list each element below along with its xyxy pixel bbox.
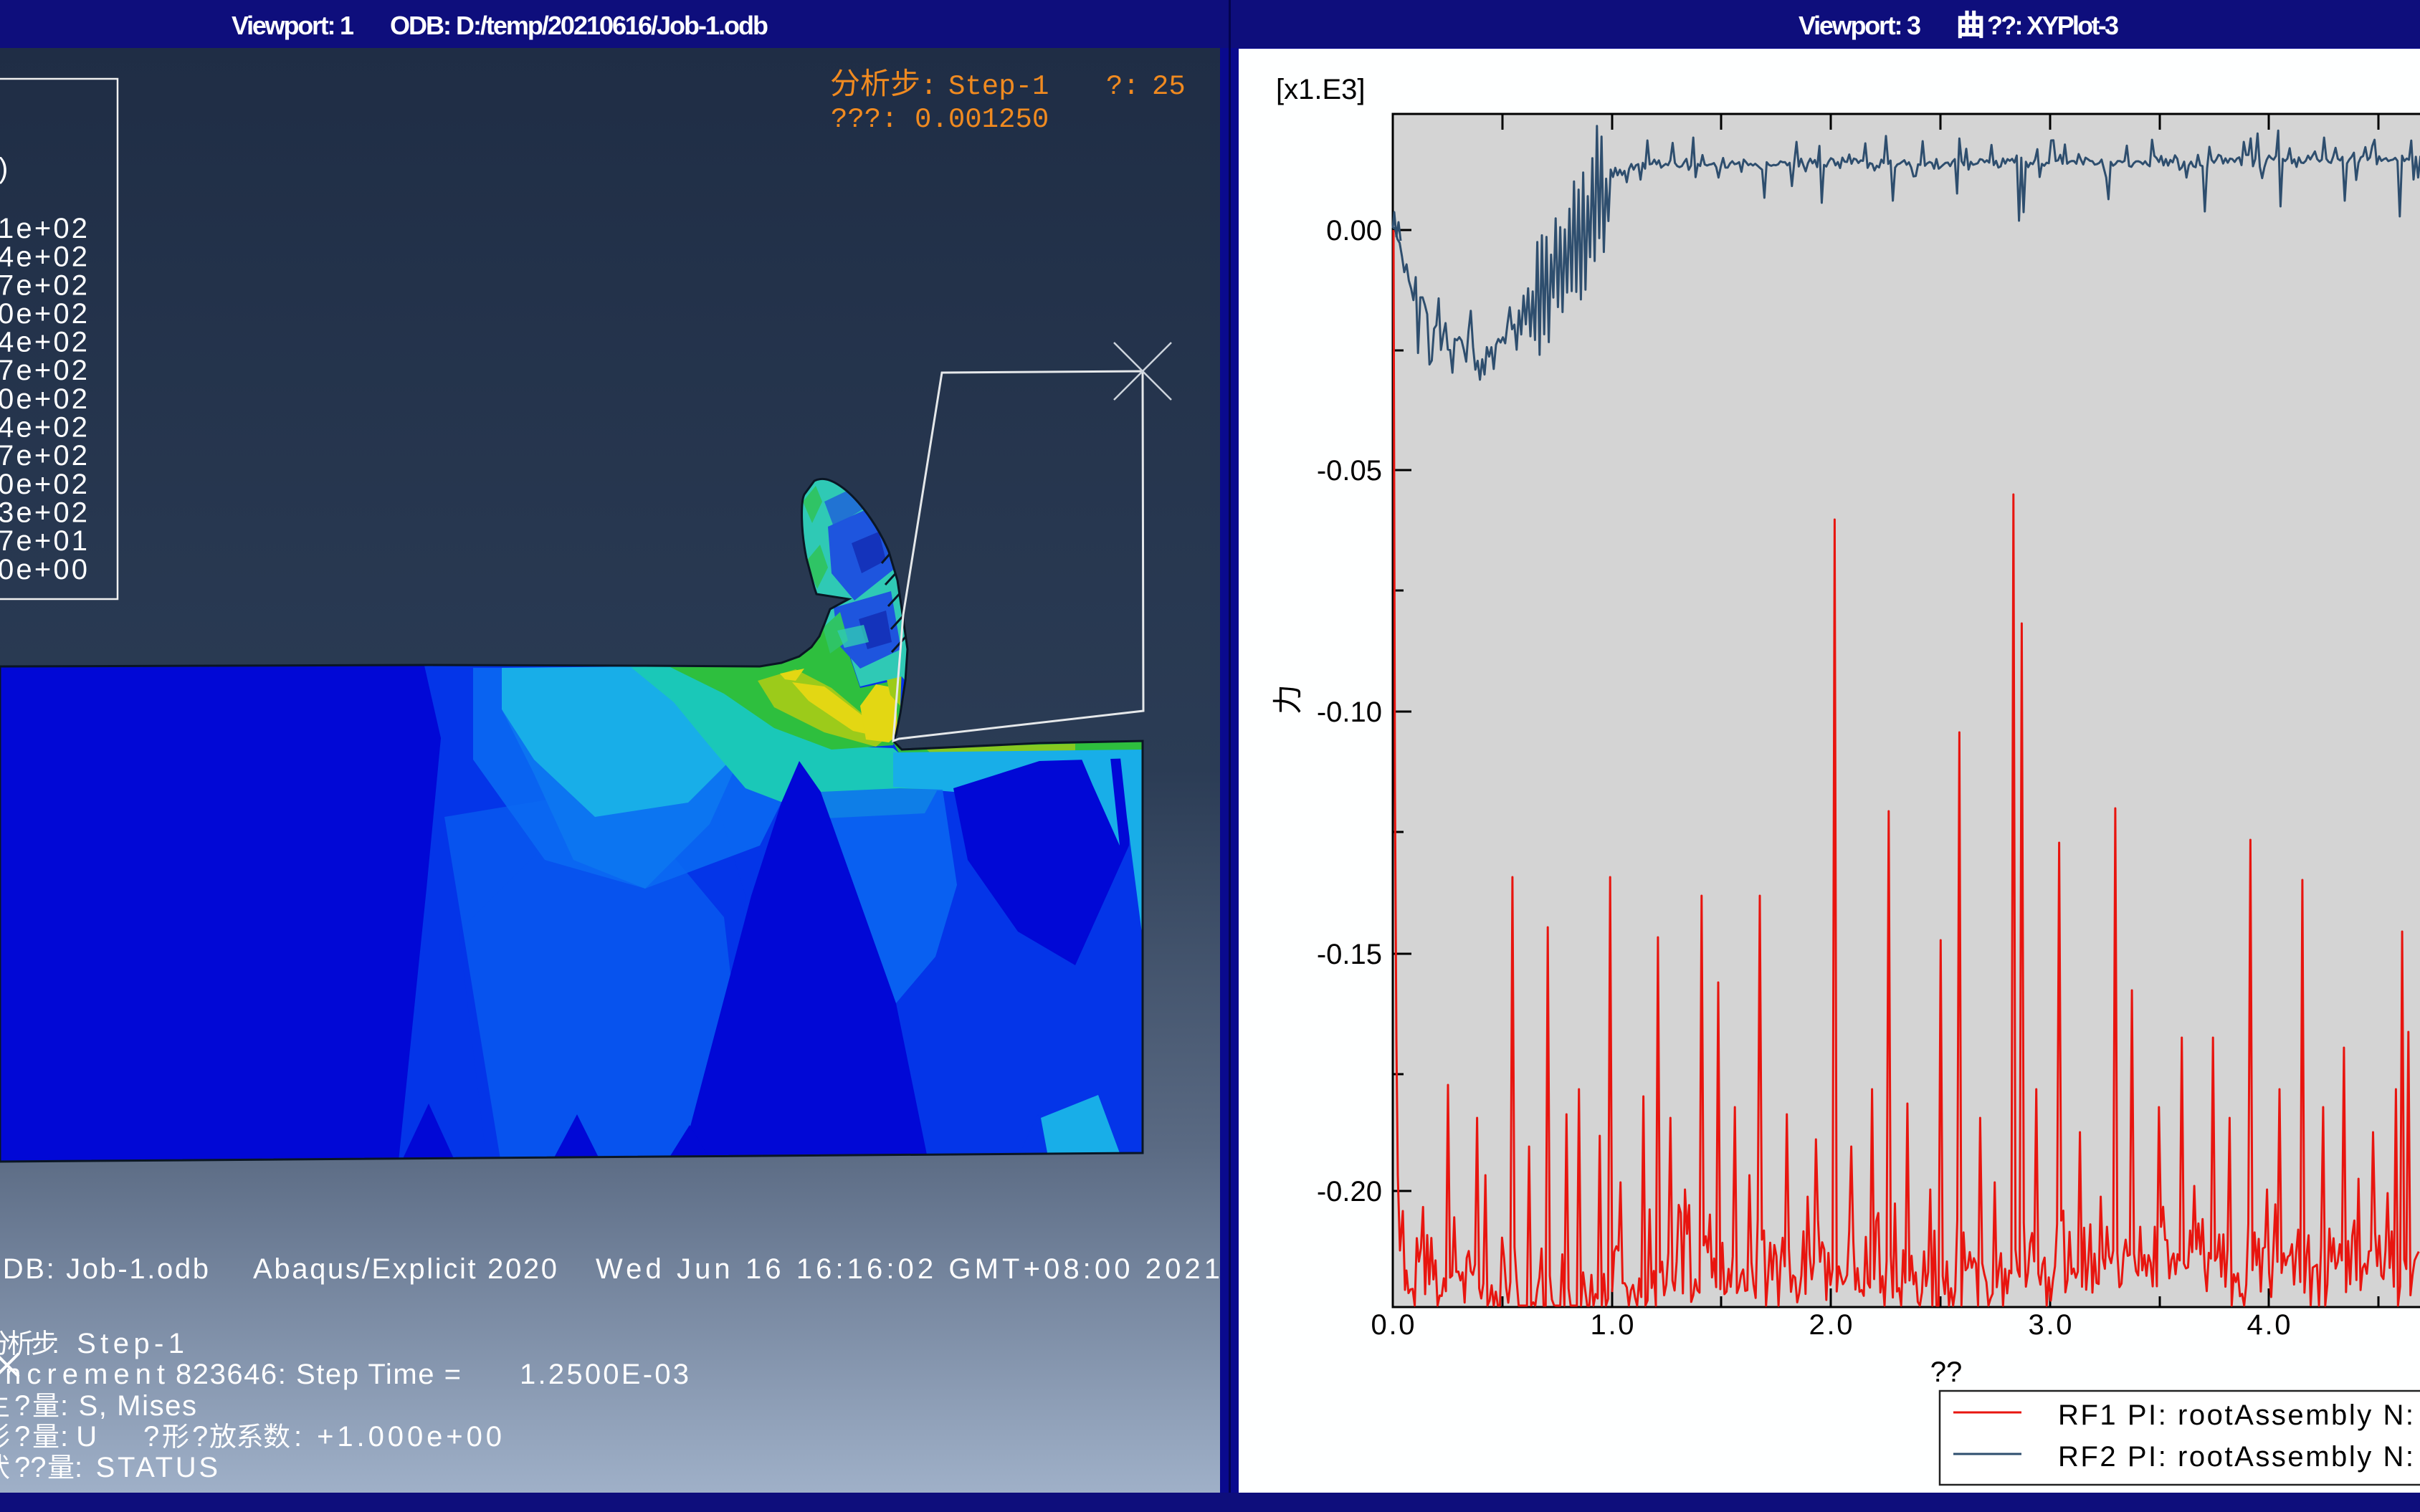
- svg-text:7e+01: 7e+01: [0, 525, 89, 557]
- svg-text:Viewport: 3: Viewport: 3: [1799, 11, 1921, 40]
- svg-text:???: 0.001250: ???: 0.001250: [831, 104, 1049, 135]
- svg-text:: STATUS: : STATUS: [75, 1452, 218, 1483]
- svg-text:4e+02: 4e+02: [0, 412, 89, 444]
- svg-text:?: ?: [14, 1390, 30, 1422]
- svg-text:-0.05: -0.05: [1317, 455, 1382, 487]
- svg-text:RF1 PI: rootAssembly N:: RF1 PI: rootAssembly N:: [2058, 1399, 2414, 1431]
- svg-text:: +1.000e+00: : +1.000e+00: [294, 1421, 502, 1453]
- svg-text:Wed Jun 16 16:16:02 GMT+08:00: Wed Jun 16 16:16:02 GMT+08:00 2021: [596, 1253, 1220, 1285]
- svg-text:-0.15: -0.15: [1317, 939, 1382, 970]
- svg-text:4e+02: 4e+02: [0, 241, 89, 273]
- svg-text:?: ?: [14, 1421, 30, 1453]
- svg-text:[x1.E3]: [x1.E3]: [1276, 74, 1366, 105]
- svg-text:-0.20: -0.20: [1317, 1176, 1382, 1207]
- svg-text:: S, Mises: : S, Mises: [60, 1390, 196, 1422]
- svg-text:??: XYPlot-3: ??: XYPlot-3: [1987, 11, 2119, 40]
- svg-text:-0.10: -0.10: [1317, 697, 1382, 728]
- svg-text:1e+02: 1e+02: [0, 213, 89, 244]
- svg-text:0e+02: 0e+02: [0, 469, 89, 500]
- svg-text:4e+02: 4e+02: [0, 327, 89, 358]
- svg-text:823646: Step Time =: 823646: Step Time =: [176, 1359, 461, 1390]
- svg-text:0e+00: 0e+00: [0, 554, 89, 585]
- svg-text:0e+02: 0e+02: [0, 383, 89, 415]
- svg-text:0.0: 0.0: [1371, 1309, 1415, 1341]
- svg-text:1.2500E-03: 1.2500E-03: [520, 1359, 689, 1390]
- svg-text:): ): [0, 153, 9, 184]
- svg-text:RF2 PI: rootAssembly N:: RF2 PI: rootAssembly N:: [2058, 1441, 2414, 1473]
- svg-text:25: 25: [1152, 71, 1186, 102]
- svg-text:?:: ?:: [1106, 71, 1140, 102]
- svg-text:0e+02: 0e+02: [0, 298, 89, 330]
- svg-text:: U: : U: [60, 1421, 97, 1453]
- svg-text:Abaqus/Explicit 2020: Abaqus/Explicit 2020: [253, 1253, 557, 1285]
- svg-text:7e+02: 7e+02: [0, 269, 89, 301]
- svg-text:7e+02: 7e+02: [0, 355, 89, 386]
- svg-text::: :: [920, 71, 937, 102]
- svg-text:?: ?: [143, 1421, 159, 1453]
- svg-text:1.0: 1.0: [1591, 1309, 1634, 1341]
- svg-text:2.0: 2.0: [1809, 1309, 1853, 1341]
- svg-text:4.0: 4.0: [2247, 1309, 2291, 1341]
- svg-text:ODB: Job-1.odb: ODB: Job-1.odb: [0, 1253, 209, 1285]
- svg-text:?: ?: [192, 1421, 208, 1453]
- svg-text:0.00: 0.00: [1326, 215, 1382, 247]
- svg-text:Step-1: Step-1: [948, 71, 1049, 102]
- svg-text:7e+02: 7e+02: [0, 440, 89, 472]
- svg-text:3e+02: 3e+02: [0, 497, 89, 529]
- svg-text:3.0: 3.0: [2029, 1309, 2072, 1341]
- svg-text:ODB: D:/temp/20210616/Job-1.od: ODB: D:/temp/20210616/Job-1.odb: [390, 11, 768, 40]
- svg-text:Viewport: 1: Viewport: 1: [232, 11, 354, 40]
- svg-text:??: ??: [1930, 1357, 1963, 1388]
- svg-text:??: ??: [14, 1452, 47, 1483]
